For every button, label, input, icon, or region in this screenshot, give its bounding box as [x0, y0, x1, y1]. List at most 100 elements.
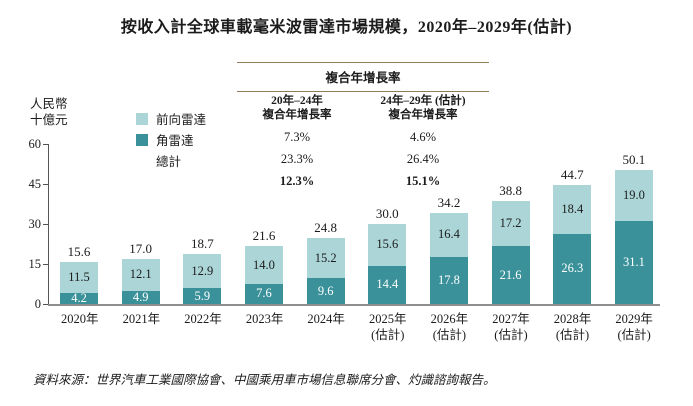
bar-column-2024年: 24.8 15.2 9.6: [306, 219, 345, 304]
y-axis-unit-line1: 人民幣: [30, 97, 68, 111]
x-axis-label-line: 2026年: [430, 312, 469, 326]
bar-total-label: 21.6: [252, 228, 276, 244]
bar-plot-area: 15.6 11.5 4.2 17.0 12.1 4.9 18.7 12.9 5.9 21.6 14.…: [60, 144, 653, 304]
source-note: 資料來源：世界汽車工業國際協會、中國乘用車市場信息聯席分會、灼識諮詢報告。: [33, 373, 496, 387]
cagr-value-col1: 23.3%: [280, 151, 314, 166]
bar-segment-corner-radar: 9.6: [306, 278, 345, 304]
cagr-mid-rule: [237, 91, 489, 92]
x-axis-label-2023年: 2023年: [234, 311, 296, 344]
bar-segment-forward-radar: 12.1: [121, 258, 160, 291]
legend-label: 前向雷達: [156, 113, 207, 127]
bar-segment-forward-radar: 14.0: [244, 246, 283, 284]
chart-title: 按收入計全球車載毫米波雷達市場規模，2020年–2029年(估計): [120, 19, 573, 36]
legend-item-前向雷達: 前向雷達: [136, 112, 207, 127]
x-axis-label-line: 2022年: [184, 312, 222, 326]
x-axis-label-2024年: 2024年: [295, 311, 357, 344]
legend-item-角雷達: 角雷達: [136, 133, 206, 148]
x-axis-label-line: 2021年: [122, 312, 161, 326]
x-axis-label-line: 2028年: [553, 312, 592, 326]
bar-column-2029年: 50.1 19.0 31.1: [614, 152, 653, 304]
bar-segment-forward-radar: 16.4: [429, 212, 468, 257]
x-axis-label-2029年: 2029年 (估計): [603, 311, 665, 344]
y-tick-label: 15: [28, 257, 42, 271]
cagr-column-headers: 20年–24年 複合年增長率 24年–29年 (估計) 複合年增長率: [237, 92, 489, 123]
x-axis-label-2020年: 2020年: [49, 311, 111, 344]
y-tick-label: 45: [28, 177, 42, 191]
bar-segment-forward-radar: 11.5: [60, 262, 98, 293]
bar-column-2020年: 15.6 11.5 4.2: [60, 245, 98, 304]
cagr-value-col2: 26.4%: [406, 151, 440, 166]
cagr-col1-line1: 20年–24年: [271, 95, 323, 107]
cagr-table: 複合年增長率 20年–24年 複合年增長率 24年–29年 (估計) 複合年增長…: [237, 62, 489, 189]
legend-label: 總計: [156, 155, 182, 169]
y-tick-label: 60: [28, 137, 42, 151]
x-axis-label-line: (估計): [371, 328, 405, 343]
x-axis-label-2027年: 2027年 (估計): [480, 311, 542, 344]
bar-segment-corner-radar: 4.9: [121, 291, 160, 304]
bar-segment-corner-radar: 21.6: [491, 246, 530, 304]
y-tick-mark: [43, 264, 48, 265]
bar-column-2021年: 17.0 12.1 4.9: [121, 242, 160, 304]
cagr-value-col1: 12.3%: [279, 173, 315, 188]
bar-column-2026年: 34.2 16.4 17.8: [429, 194, 468, 304]
bar-segment-forward-radar: 19.0: [614, 170, 653, 222]
bar-segment-forward-radar: 15.6: [368, 224, 407, 266]
x-axis-label-line: 2020年: [61, 312, 99, 326]
bar-segment-corner-radar: 5.9: [183, 288, 222, 304]
cagr-table-title: 複合年增長率: [325, 71, 401, 85]
cagr-row-總計: 12.3% 15.1%: [237, 174, 489, 189]
bar-segment-corner-radar: 17.8: [429, 256, 468, 304]
cagr-value-col2: 15.1%: [405, 173, 441, 188]
cagr-value-col2: 4.6%: [409, 129, 437, 144]
bar-segment-corner-radar: 26.3: [553, 233, 592, 304]
cagr-col2-line2: 複合年增長率: [388, 108, 458, 121]
cagr-col2-line1: 24年–29年 (估計): [380, 95, 466, 107]
cagr-column-header-2024-2029: 24年–29年 (估計) 複合年增長率: [357, 95, 489, 123]
x-axis-label-2028年: 2028年 (估計): [542, 311, 604, 344]
bar-column-2022年: 18.7 12.9 5.9: [183, 235, 222, 304]
bar-segment-corner-radar: 14.4: [368, 265, 407, 304]
y-tick-mark: [43, 144, 48, 145]
x-axis-label-line: (估計): [494, 328, 528, 343]
cagr-value-rows: 7.3% 4.6% 23.3% 26.4% 12.3% 15.1%: [237, 130, 489, 189]
y-tick-label: 30: [28, 217, 42, 231]
bar-segment-corner-radar: 7.6: [244, 283, 283, 304]
x-axis-baseline: [48, 304, 660, 306]
cagr-row-角雷達: 23.3% 26.4%: [237, 152, 489, 167]
x-axis-label-line: 2027年: [492, 312, 530, 326]
cagr-value-col1: 7.3%: [283, 129, 311, 144]
bar-column-2027年: 38.8 17.2 21.6: [491, 182, 530, 304]
x-axis-label-line: (估計): [555, 328, 590, 343]
bar-total-label: 24.8: [314, 219, 337, 235]
bar-total-label: 30.0: [375, 206, 399, 222]
bar-total-label: 50.1: [622, 152, 646, 168]
x-axis-label-2025年: 2025年 (估計): [357, 311, 419, 344]
x-axis-labels: 2020年 2021年 2022年 2023年 2024年 2025年 (估計) 2026年 (…: [49, 311, 665, 344]
bar-total-label: 38.8: [499, 182, 522, 198]
x-axis-label-line: 2023年: [245, 312, 284, 326]
bar-segment-forward-radar: 18.4: [553, 184, 592, 234]
y-axis-line: [48, 144, 49, 304]
y-axis-unit-label: 人民幣 十億元: [30, 96, 68, 129]
bar-column-2028年: 44.7 18.4 26.3: [553, 168, 592, 304]
bar-column-2023年: 21.6 14.0 7.6: [244, 228, 283, 304]
chart-legend: 前向雷達角雷達總計: [136, 112, 206, 175]
bar-column-2025年: 30.0 15.6 14.4: [368, 206, 407, 304]
legend-item-總計: 總計: [136, 154, 206, 169]
x-axis-label-line: (估計): [617, 328, 651, 343]
x-axis-label-line: (估計): [432, 328, 467, 343]
bar-total-label: 34.2: [437, 194, 461, 210]
cagr-col1-line2: 複合年增長率: [262, 108, 332, 121]
legend-swatch-icon: [136, 133, 148, 146]
x-axis-label-2021年: 2021年: [111, 311, 173, 344]
bar-total-label: 15.6: [67, 244, 91, 260]
y-tick-mark: [43, 224, 48, 225]
x-axis-label-2022年: 2022年: [172, 311, 234, 344]
bar-segment-forward-radar: 12.9: [183, 253, 222, 289]
bar-total-label: 18.7: [190, 235, 214, 251]
x-axis-label-line: 2024年: [307, 312, 345, 326]
x-axis-label-line: 2029年: [615, 312, 653, 326]
y-tick-mark: [43, 304, 48, 305]
bar-segment-forward-radar: 15.2: [306, 237, 345, 279]
